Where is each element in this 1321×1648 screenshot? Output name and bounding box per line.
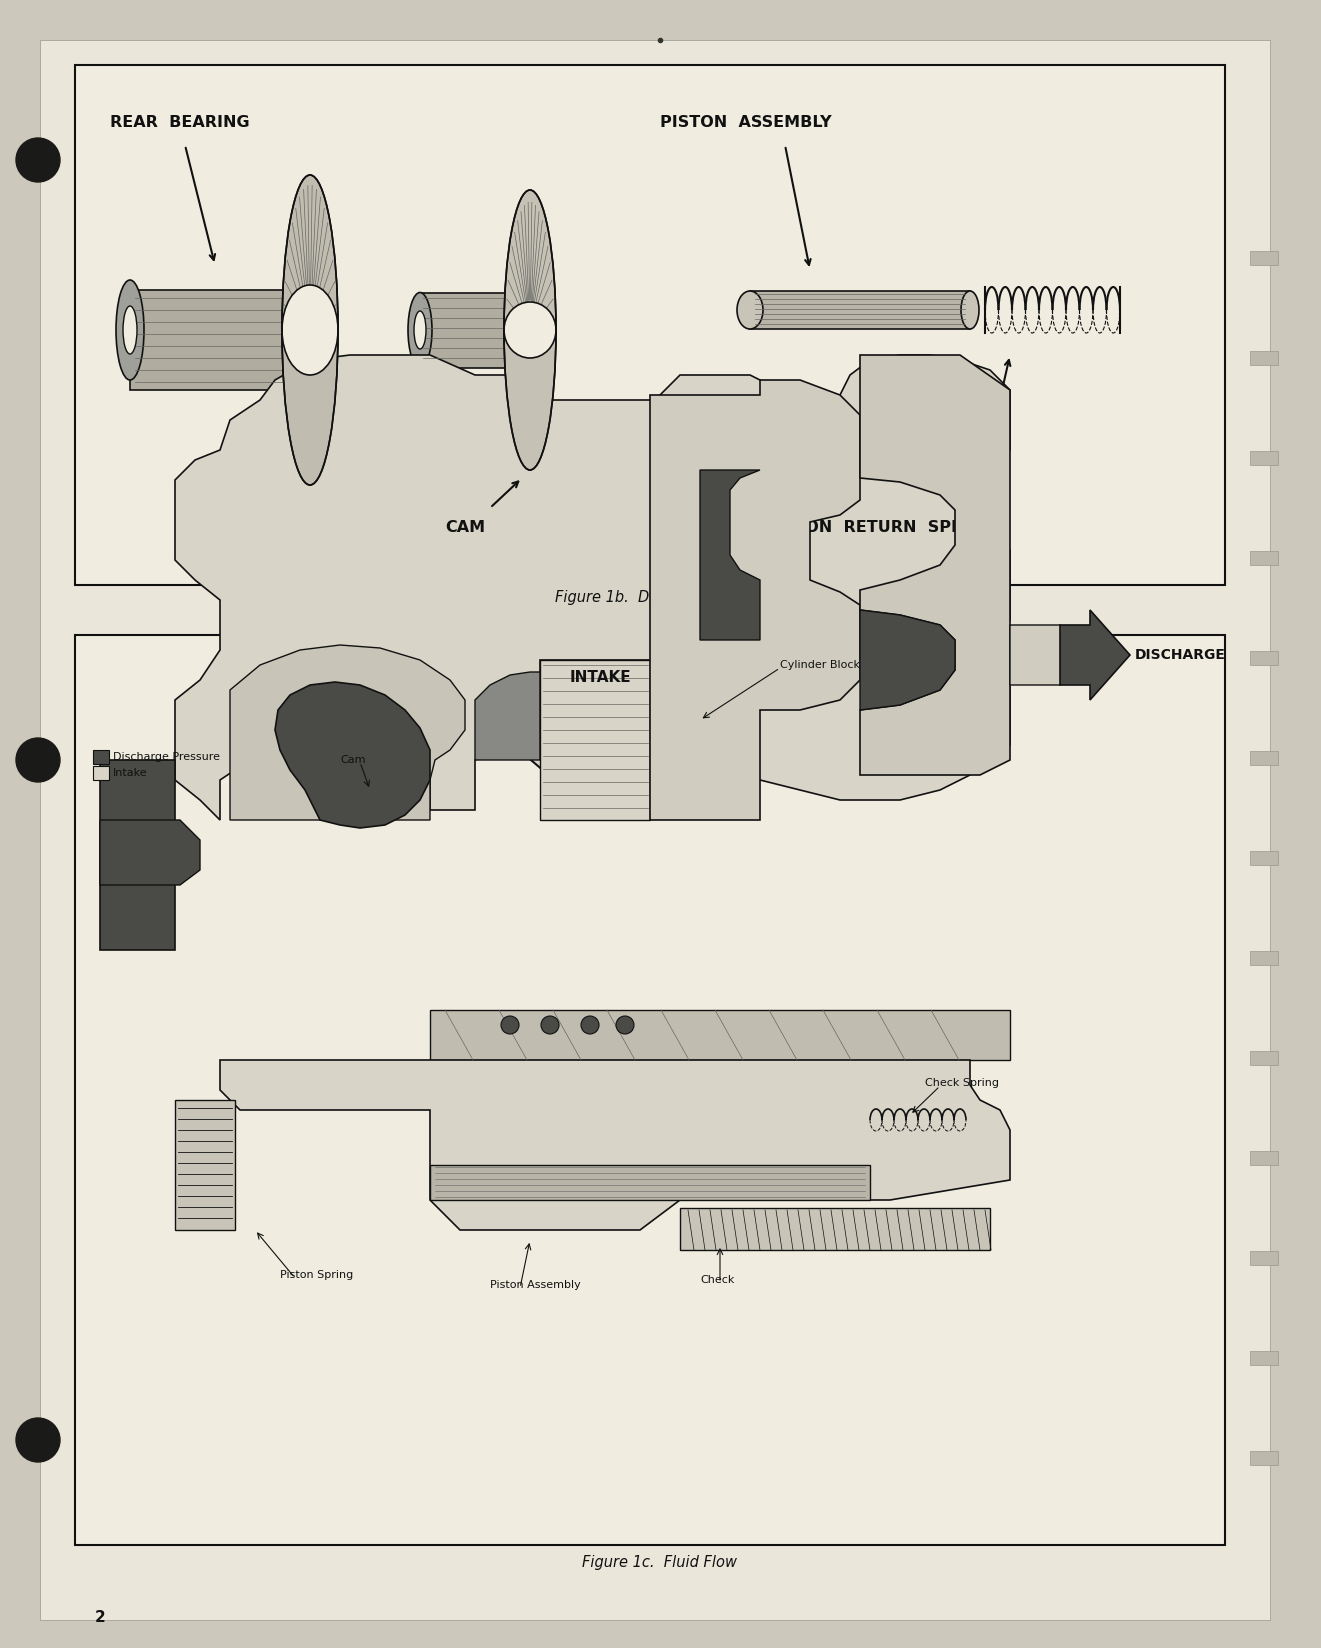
Text: DISCHARGE: DISCHARGE (1135, 648, 1226, 662)
Ellipse shape (737, 292, 764, 330)
Bar (1250, 850, 1277, 865)
Text: Discharge Pressure: Discharge Pressure (114, 751, 221, 761)
Text: Piston Spring: Piston Spring (280, 1271, 353, 1280)
Bar (92, 750, 110, 765)
Bar (75, 634, 1225, 1546)
Circle shape (616, 1017, 634, 1033)
Circle shape (542, 1017, 559, 1033)
Text: Check Spring: Check Spring (925, 1078, 999, 1088)
Bar (1250, 351, 1277, 364)
Bar (92, 766, 110, 780)
Polygon shape (476, 672, 540, 760)
Polygon shape (230, 644, 465, 821)
Bar (1250, 751, 1277, 765)
Bar (75, 64, 1225, 585)
Text: Check: Check (700, 1276, 734, 1285)
Polygon shape (100, 821, 199, 885)
Polygon shape (860, 354, 1011, 775)
Circle shape (501, 1017, 519, 1033)
Text: 2: 2 (95, 1610, 106, 1625)
Text: Cam: Cam (339, 755, 366, 765)
Bar (174, 1099, 235, 1229)
Bar (431, 1010, 1011, 1060)
Polygon shape (1011, 625, 1081, 686)
Circle shape (16, 1417, 59, 1462)
Bar (1250, 550, 1277, 565)
Polygon shape (1059, 610, 1129, 700)
Bar (750, 292, 970, 330)
Bar (1250, 452, 1277, 465)
Bar (1250, 1450, 1277, 1465)
Ellipse shape (413, 311, 425, 349)
Ellipse shape (281, 285, 338, 376)
Polygon shape (275, 682, 431, 827)
Bar (1250, 1351, 1277, 1365)
Circle shape (581, 1017, 598, 1033)
Bar (1250, 1150, 1277, 1165)
Circle shape (16, 138, 59, 181)
Text: Figure 1c.  Fluid Flow: Figure 1c. Fluid Flow (583, 1556, 737, 1571)
Bar (431, 1165, 871, 1200)
Polygon shape (860, 610, 955, 710)
Text: PISTON  RETURN  SPRING: PISTON RETURN SPRING (765, 521, 996, 536)
Bar (680, 1208, 989, 1249)
Ellipse shape (123, 307, 137, 354)
Bar (420, 293, 530, 368)
Bar (1250, 651, 1277, 666)
Ellipse shape (281, 175, 338, 485)
Text: Cylinder Block: Cylinder Block (779, 659, 860, 671)
Polygon shape (650, 381, 860, 821)
Bar (1250, 250, 1277, 265)
Ellipse shape (505, 302, 556, 358)
Bar (129, 290, 310, 391)
Text: REAR  BEARING: REAR BEARING (110, 115, 250, 130)
Bar (1250, 1051, 1277, 1065)
Text: Intake: Intake (114, 768, 148, 778)
Ellipse shape (960, 292, 979, 330)
Text: INTAKE: INTAKE (569, 671, 631, 686)
Text: Piston Assembly: Piston Assembly (490, 1280, 581, 1290)
Polygon shape (100, 760, 174, 949)
Ellipse shape (408, 292, 432, 368)
Bar (1250, 1251, 1277, 1266)
Polygon shape (700, 470, 760, 639)
Text: Figure 1b.  Drive Mechanism: Figure 1b. Drive Mechanism (555, 590, 765, 605)
Ellipse shape (116, 280, 144, 381)
Ellipse shape (505, 190, 556, 470)
Polygon shape (221, 1060, 1011, 1229)
Circle shape (16, 738, 59, 783)
Bar (540, 659, 650, 821)
Text: PISTON  ASSEMBLY: PISTON ASSEMBLY (660, 115, 832, 130)
Text: CAM: CAM (445, 521, 485, 536)
Polygon shape (174, 354, 1011, 821)
Polygon shape (524, 700, 655, 811)
Bar (1250, 951, 1277, 966)
Text: INTAKE: INTAKE (567, 671, 634, 687)
